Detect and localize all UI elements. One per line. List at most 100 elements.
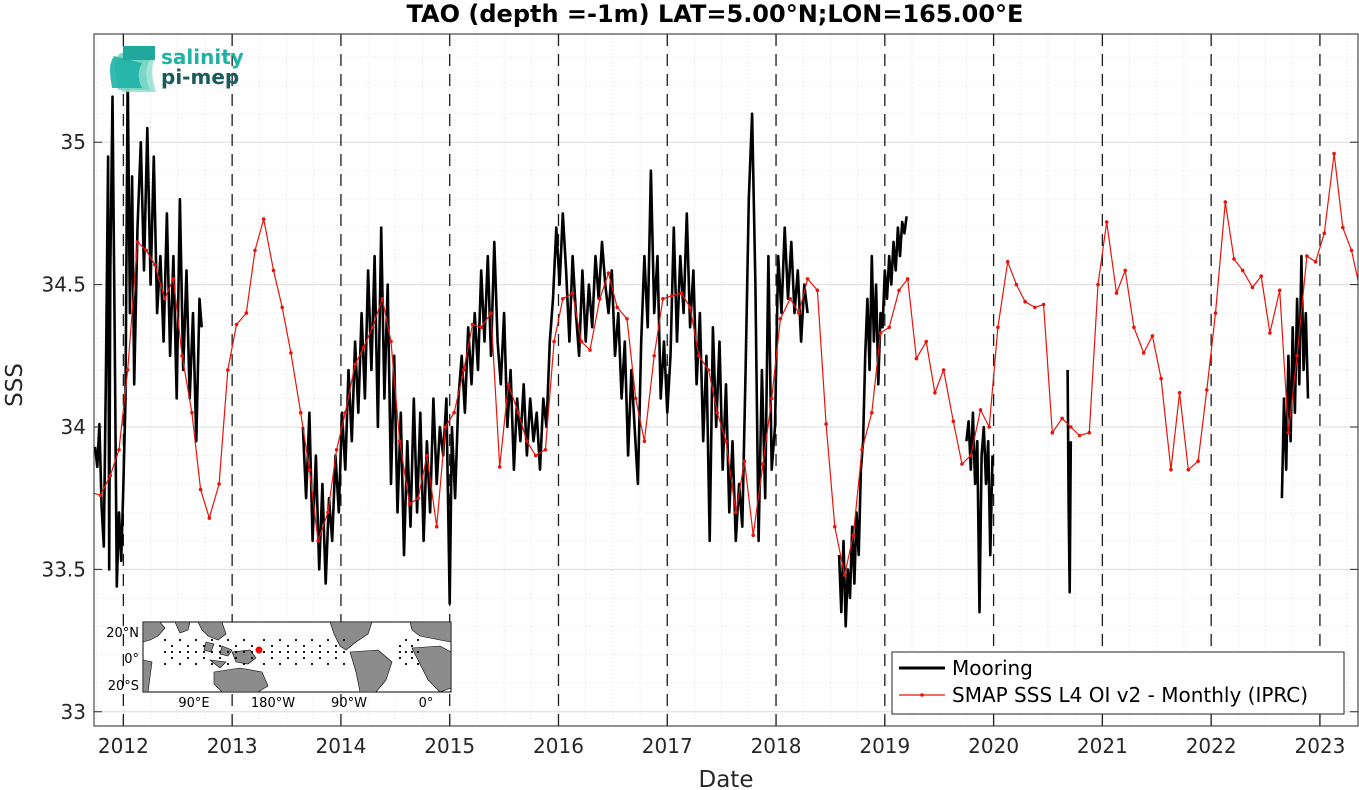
inset-dot xyxy=(210,638,214,642)
inset-dot xyxy=(234,644,238,648)
inset-dot xyxy=(250,644,254,648)
smap-point-135 xyxy=(1313,260,1318,264)
smap-point-99 xyxy=(987,425,991,429)
smap-point-64 xyxy=(669,294,674,298)
inset-lat-tick-2: 20°S xyxy=(108,679,139,694)
inset-dot xyxy=(410,650,414,654)
smap-point-87 xyxy=(878,331,883,335)
smap-point-102 xyxy=(1014,282,1019,287)
smap-point-98 xyxy=(978,408,983,412)
inset-dot xyxy=(163,662,167,666)
smap-point-48 xyxy=(525,439,529,444)
inset-land xyxy=(142,621,452,693)
smap-point-81 xyxy=(824,422,828,426)
smap-point-19 xyxy=(261,217,266,221)
smap-point-96 xyxy=(960,462,964,466)
smap-point-89 xyxy=(897,288,901,293)
inset-dot xyxy=(242,650,246,654)
smap-point-75 xyxy=(769,396,774,401)
smap-point-54 xyxy=(579,339,584,344)
smap-point-45 xyxy=(497,465,502,469)
inset-dot xyxy=(250,656,254,660)
inset-dot xyxy=(262,638,266,642)
smap-point-101 xyxy=(1005,260,1010,264)
smap-point-122 xyxy=(1196,459,1200,464)
smap-point-91 xyxy=(914,356,919,361)
smap-point-24 xyxy=(307,467,312,472)
smap-point-29 xyxy=(353,362,357,367)
smap-point-26 xyxy=(326,510,330,515)
x-tick-label-2020: 2020 xyxy=(968,734,1019,758)
inset-map: 20°N 0° 20°S 90°E 180°W 90°W 0° xyxy=(106,621,452,711)
x-tick-label-2016: 2016 xyxy=(533,734,584,758)
inset-dot xyxy=(302,644,306,648)
smap-point-95 xyxy=(951,419,956,424)
legend: Mooring SMAP SSS L4 OI v2 - Monthly (IPR… xyxy=(891,651,1345,715)
inset-dot xyxy=(218,656,222,660)
salinity-pi-mep-logo: salinity pi-mep xyxy=(110,45,244,92)
inset-dot xyxy=(342,638,346,642)
series-layer xyxy=(94,69,1358,628)
smap-point-97 xyxy=(969,453,973,458)
smap-point-43 xyxy=(479,325,484,330)
inset-dot xyxy=(226,650,230,654)
inset-dot xyxy=(178,662,182,666)
series-mooring-segment-0 xyxy=(94,69,203,588)
smap-point-138 xyxy=(1341,225,1345,230)
chart-title: TAO (depth =-1m) LAT=5.00°N;LON=165.00°E xyxy=(407,0,1024,28)
smap-point-124 xyxy=(1213,311,1218,315)
inset-dot xyxy=(294,650,298,654)
inset-dot xyxy=(318,650,322,654)
smap-point-94 xyxy=(941,368,946,372)
smap-point-108 xyxy=(1069,425,1073,429)
smap-point-6 xyxy=(144,248,148,253)
x-tick-label-2013: 2013 xyxy=(207,734,258,758)
smap-point-115 xyxy=(1132,325,1136,330)
series-mooring-segment-4 xyxy=(1066,369,1073,594)
y-axis-label: SSS xyxy=(2,363,28,407)
smap-point-70 xyxy=(724,439,728,444)
inset-dot xyxy=(202,644,206,648)
smap-point-52 xyxy=(561,297,565,301)
plot-frame xyxy=(93,33,1359,727)
smap-point-104 xyxy=(1033,305,1037,310)
inset-dot xyxy=(310,650,314,654)
smap-point-37 xyxy=(425,453,429,458)
smap-point-44 xyxy=(489,311,493,315)
smap-point-2 xyxy=(108,473,113,478)
inset-lon-tick-1: 180°W xyxy=(251,696,295,711)
inset-dot xyxy=(242,638,246,642)
smap-point-36 xyxy=(416,496,421,501)
inset-dot xyxy=(416,638,420,642)
smap-point-15 xyxy=(226,368,230,372)
inset-dot xyxy=(398,650,402,654)
smap-point-74 xyxy=(761,462,765,466)
y-tick-label-34: 34 xyxy=(61,415,86,439)
logo-line1: salinity xyxy=(161,45,244,69)
inset-dot xyxy=(194,650,198,654)
smap-point-100 xyxy=(996,325,1000,330)
smap-point-25 xyxy=(316,539,320,543)
smap-point-111 xyxy=(1096,282,1100,287)
inset-location-marker xyxy=(255,646,263,654)
inset-dot xyxy=(242,662,246,666)
inset-dot xyxy=(170,650,174,654)
smap-point-77 xyxy=(788,297,792,301)
inset-ocean xyxy=(142,621,452,693)
smap-point-65 xyxy=(679,291,684,295)
axis-ticks: 33 33.5 34 34.5 35 2012 2013 2014 2015 2016 2017 20… xyxy=(41,130,1358,758)
inset-dot xyxy=(170,644,174,648)
smap-point-4 xyxy=(125,368,130,372)
inset-dot xyxy=(186,644,190,648)
smap-point-78 xyxy=(797,311,801,315)
smap-point-59 xyxy=(625,317,629,321)
smap-point-40 xyxy=(452,410,456,415)
smap-point-125 xyxy=(1223,200,1228,204)
inset-dot xyxy=(326,638,330,642)
smap-point-114 xyxy=(1123,268,1127,273)
inset-dot xyxy=(416,650,420,654)
inset-dot xyxy=(234,656,238,660)
smap-point-133 xyxy=(1295,354,1299,358)
logo-line2: pi-mep xyxy=(161,65,239,89)
